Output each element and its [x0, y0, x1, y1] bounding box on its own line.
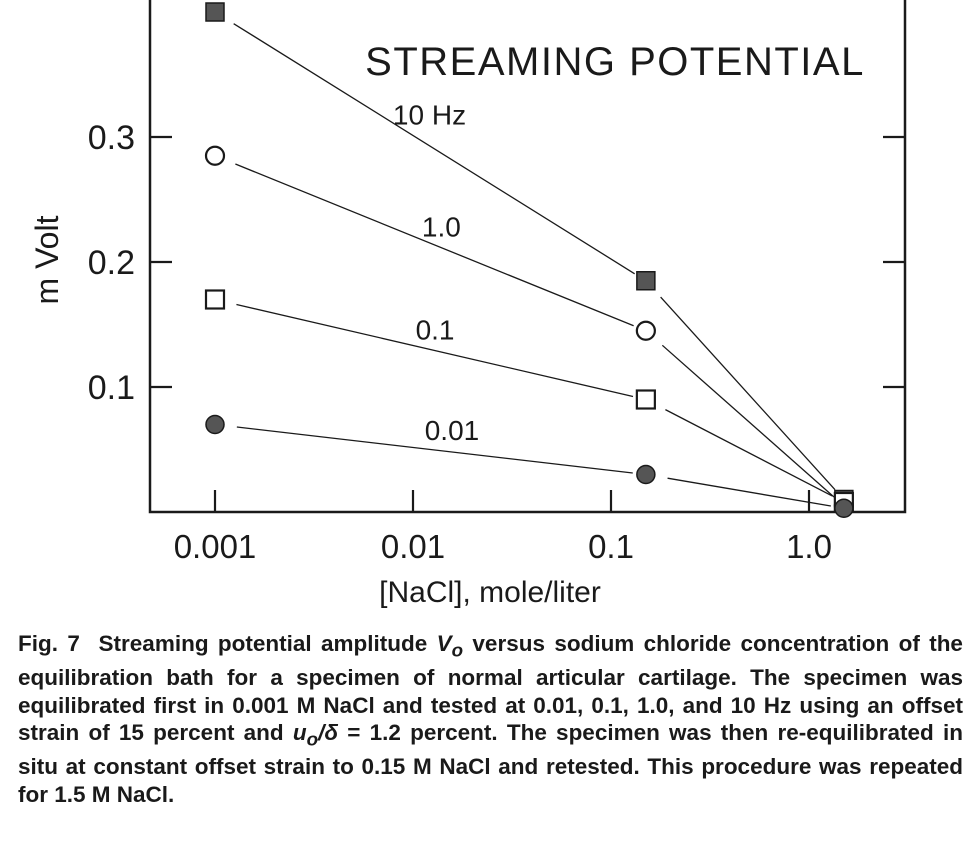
caption-symbol-v: Vo	[436, 631, 464, 661]
marker-open-circle	[635, 320, 656, 341]
marker-open-square	[635, 389, 656, 410]
x-axis-label: [NaCl], mole/liter	[379, 576, 601, 609]
figure-caption: Fig. 7 Streaming potential amplitude Vo …	[18, 630, 963, 808]
marker-open-circle	[204, 145, 226, 166]
y-tick-label: 0.2	[88, 244, 135, 282]
caption-text-2: versus sodium chloride concentration of …	[18, 631, 963, 745]
x-tick-label: 0.1	[588, 528, 634, 565]
figure-label: Fig. 7	[18, 631, 80, 656]
series-line	[235, 163, 634, 327]
y-tick-label: 0.3	[88, 119, 135, 157]
series-line	[667, 477, 831, 507]
series-label: 0.01	[425, 415, 480, 446]
marker-open-square	[204, 289, 226, 310]
marker-filled-square	[636, 271, 656, 291]
marker-filled-square	[205, 2, 225, 22]
series-label: 1.0	[422, 212, 461, 243]
caption-text-3: = 1.2 percent. The specimen was then re-…	[18, 720, 963, 807]
x-tick-label: 0.001	[174, 528, 257, 565]
series-line	[660, 296, 836, 491]
y-axis-label: m Volt	[29, 215, 65, 304]
series-line	[236, 426, 633, 474]
chart-title: STREAMING POTENTIAL	[365, 40, 865, 84]
x-tick-label: 0.01	[381, 528, 445, 565]
y-tick-label: 0.1	[88, 369, 135, 407]
marker-filled-circle	[205, 414, 225, 435]
series-label: 0.1	[416, 315, 455, 346]
series-line	[236, 303, 634, 398]
caption-symbol-u: uo/δ	[292, 720, 339, 750]
series-label: 10 Hz	[393, 99, 466, 130]
chart: 0.1 0.2 0.3 0.001 0.01 0.1 1.0 [NaCl], mole/lit…	[29, 0, 907, 609]
plot-frame	[148, 0, 907, 514]
x-tick-label: 1.0	[786, 528, 832, 565]
series-line	[233, 23, 636, 275]
marker-filled-circle	[636, 464, 656, 485]
series-line	[665, 409, 833, 497]
series-line	[661, 344, 835, 498]
caption-text-1: Streaming potential amplitude	[98, 631, 428, 656]
marker-filled-circle	[834, 498, 854, 518]
